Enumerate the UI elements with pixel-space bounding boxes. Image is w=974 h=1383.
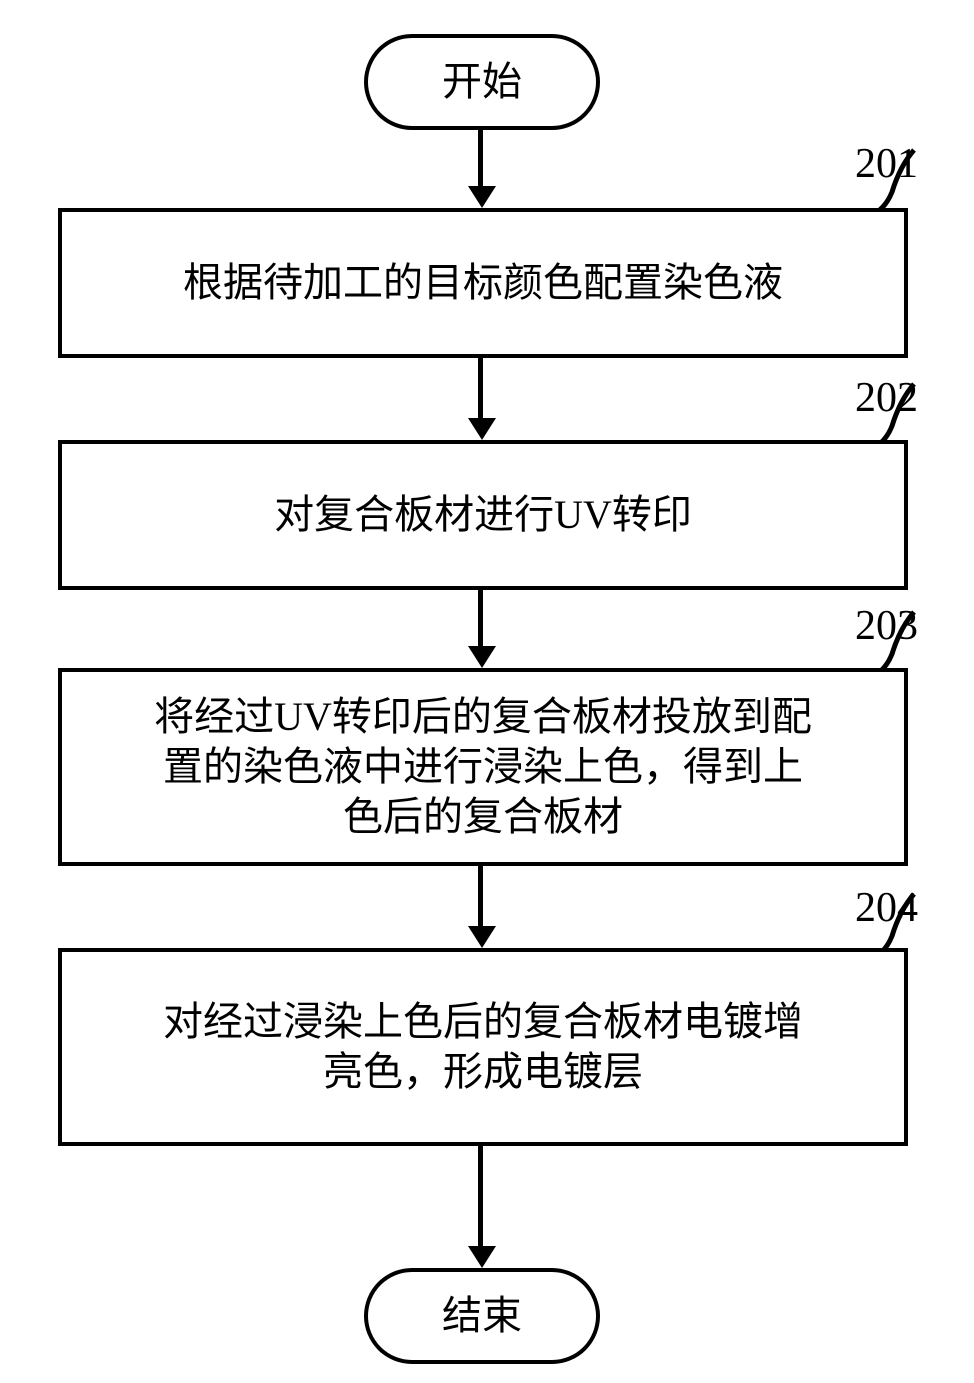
terminator-end: 结束	[364, 1268, 600, 1364]
arrow	[478, 358, 483, 418]
process-text: 将经过UV转印后的复合板材投放到配 置的染色液中进行浸染上色，得到上 色后的复合…	[154, 692, 812, 842]
process-text: 根据待加工的目标颜色配置染色液	[183, 258, 783, 308]
step-label: 202	[855, 374, 918, 422]
arrow	[478, 1146, 483, 1246]
arrow-head-icon	[468, 418, 496, 440]
arrow	[478, 130, 483, 186]
step-label: 203	[855, 602, 918, 650]
arrow-head-icon	[468, 1246, 496, 1268]
flowchart-canvas: 开始 201 根据待加工的目标颜色配置染色液 202 对复合板材进行UV转印 2…	[0, 0, 974, 1383]
step-label: 201	[855, 140, 918, 188]
process-text: 对经过浸染上色后的复合板材电镀增 亮色，形成电镀层	[163, 997, 803, 1097]
process-step-201: 根据待加工的目标颜色配置染色液	[58, 208, 908, 358]
arrow-head-icon	[468, 186, 496, 208]
arrow	[478, 590, 483, 646]
arrow	[478, 866, 483, 926]
terminator-start: 开始	[364, 34, 600, 130]
process-step-203: 将经过UV转印后的复合板材投放到配 置的染色液中进行浸染上色，得到上 色后的复合…	[58, 668, 908, 866]
step-label: 204	[855, 884, 918, 932]
process-step-202: 对复合板材进行UV转印	[58, 440, 908, 590]
arrow-head-icon	[468, 926, 496, 948]
arrow-head-icon	[468, 646, 496, 668]
process-text: 对复合板材进行UV转印	[274, 490, 692, 540]
terminator-start-label: 开始	[442, 57, 522, 107]
terminator-end-label: 结束	[442, 1291, 522, 1341]
process-step-204: 对经过浸染上色后的复合板材电镀增 亮色，形成电镀层	[58, 948, 908, 1146]
